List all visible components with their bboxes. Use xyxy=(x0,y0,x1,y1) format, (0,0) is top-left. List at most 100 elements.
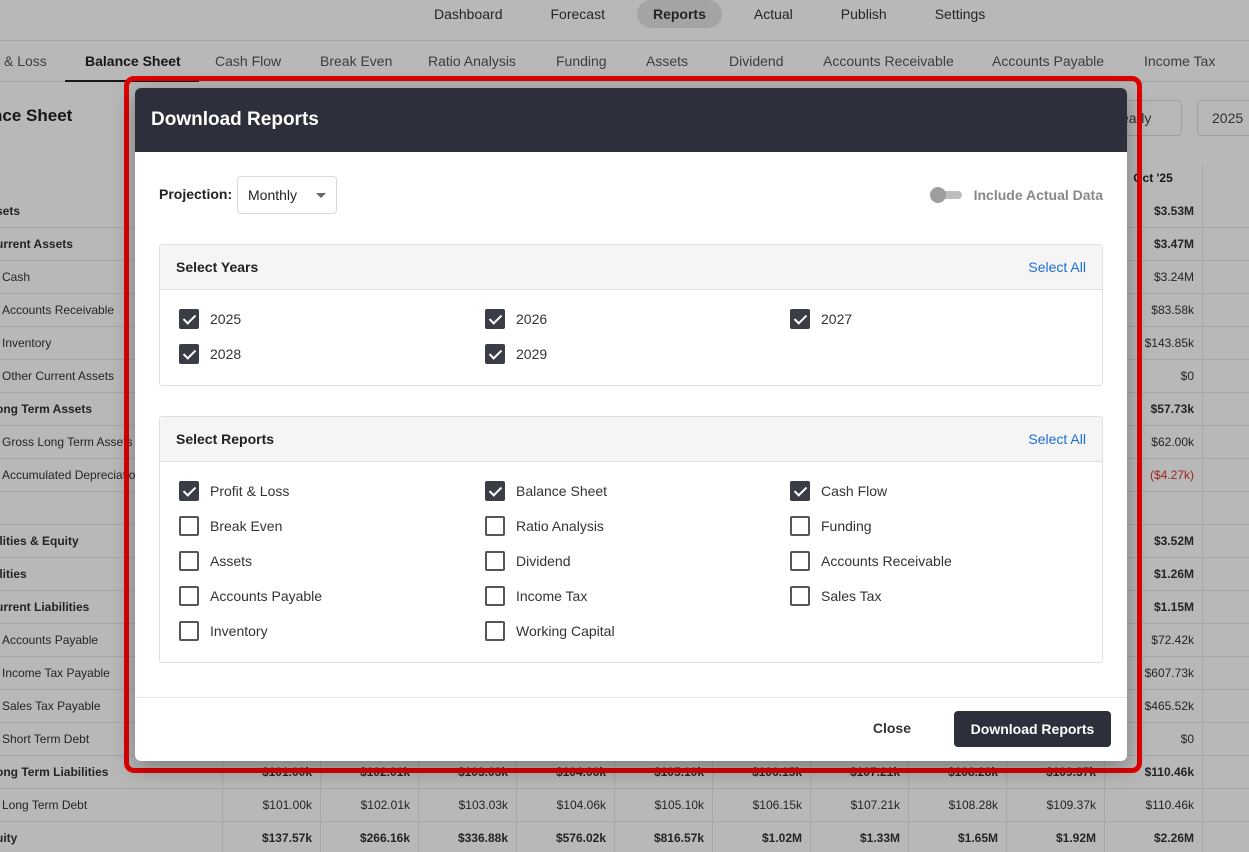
option-assets[interactable]: Assets xyxy=(179,550,252,572)
nav-actual[interactable]: Actual xyxy=(753,6,793,22)
checkbox-unchecked-icon[interactable] xyxy=(790,516,810,536)
include-actual-label: Include Actual Data xyxy=(973,187,1103,203)
cell-value: $104.06k xyxy=(556,798,606,812)
select-all-reports-link[interactable]: Select All xyxy=(1028,431,1086,447)
cell-value: $816.57k xyxy=(653,831,704,845)
close-button[interactable]: Close xyxy=(872,720,911,736)
checkbox-checked-icon[interactable] xyxy=(179,481,199,501)
option-2026[interactable]: 2026 xyxy=(485,308,547,330)
option-label: Accounts Receivable xyxy=(821,553,952,569)
option-2028[interactable]: 2028 xyxy=(179,343,241,365)
option-income-tax[interactable]: Income Tax xyxy=(485,585,587,607)
tab-ratio-analysis[interactable]: Ratio Analysis xyxy=(428,53,516,69)
nav-forecast[interactable]: Forecast xyxy=(550,6,605,22)
row-value: $465.52k xyxy=(1144,699,1194,713)
nav-publish[interactable]: Publish xyxy=(840,6,887,22)
report-tabs: & Loss Balance Sheet Cash Flow Break Even Ra… xyxy=(0,42,1249,82)
checkbox-unchecked-icon[interactable] xyxy=(179,551,199,571)
checkbox-unchecked-icon[interactable] xyxy=(179,621,199,641)
option-break-even[interactable]: Break Even xyxy=(179,515,282,537)
option-label: Cash Flow xyxy=(821,483,888,499)
option-label: 2026 xyxy=(516,311,548,327)
checkbox-unchecked-icon[interactable] xyxy=(790,551,810,571)
projection-row: Projection: Monthly Include Actual Data xyxy=(159,176,1103,214)
checkbox-checked-icon[interactable] xyxy=(485,481,505,501)
checkbox-checked-icon[interactable] xyxy=(485,344,505,364)
cell-value: $108.28k xyxy=(948,798,998,812)
row-label: Accumulated Depreciation xyxy=(2,468,143,482)
checkbox-unchecked-icon[interactable] xyxy=(485,516,505,536)
tab-dividend[interactable]: Dividend xyxy=(729,53,784,69)
option-2029[interactable]: 2029 xyxy=(485,343,547,365)
row-value: $2.26M xyxy=(1153,831,1194,845)
option-cash-flow[interactable]: Cash Flow xyxy=(790,480,887,502)
checkbox-unchecked-icon[interactable] xyxy=(179,586,199,606)
dialog-footer: Close Download Reports xyxy=(135,697,1127,761)
checkbox-checked-icon[interactable] xyxy=(790,481,810,501)
row-label: Income Tax Payable xyxy=(2,666,110,680)
tab-income-tax[interactable]: Income Tax xyxy=(1144,53,1216,69)
checkbox-unchecked-icon[interactable] xyxy=(790,586,810,606)
option-balance-sheet[interactable]: Balance Sheet xyxy=(485,480,607,502)
toggle-track xyxy=(931,191,962,199)
year-select[interactable]: 2025 xyxy=(1197,100,1249,136)
row-label: sets xyxy=(0,204,21,218)
row-value: $83.58k xyxy=(1151,303,1194,317)
cell-value: $336.88k xyxy=(457,831,508,845)
checkbox-checked-icon[interactable] xyxy=(179,344,199,364)
period-select[interactable]: early xyxy=(1116,100,1182,136)
option-label: Accounts Payable xyxy=(210,588,323,604)
row-label: ong Term Liabilities xyxy=(0,765,109,779)
option-funding[interactable]: Funding xyxy=(790,515,872,537)
tab-funding[interactable]: Funding xyxy=(556,53,607,69)
row-value: $3.53M xyxy=(1153,204,1194,218)
projection-select[interactable]: Monthly xyxy=(237,176,337,214)
option-2025[interactable]: 2025 xyxy=(179,308,241,330)
option-label: Funding xyxy=(821,518,872,534)
select-all-years-link[interactable]: Select All xyxy=(1028,259,1086,275)
option-accounts-payable[interactable]: Accounts Payable xyxy=(179,585,322,607)
option-label: 2029 xyxy=(516,346,548,362)
row-label: Other Current Assets xyxy=(2,369,115,383)
checkbox-unchecked-icon[interactable] xyxy=(485,586,505,606)
tab-accounts-receivable[interactable]: Accounts Receivable xyxy=(823,53,954,69)
checkbox-unchecked-icon[interactable] xyxy=(179,516,199,536)
tab-cash-flow[interactable]: Cash Flow xyxy=(215,53,282,69)
option-inventory[interactable]: Inventory xyxy=(179,620,268,642)
row-value: $1.15M xyxy=(1153,600,1194,614)
download-reports-button[interactable]: Download Reports xyxy=(954,711,1111,747)
include-actual-toggle[interactable] xyxy=(929,187,962,203)
projection-value: Monthly xyxy=(248,187,298,203)
row-value: $3.47M xyxy=(1153,237,1194,251)
nav-settings[interactable]: Settings xyxy=(934,6,986,22)
option-dividend[interactable]: Dividend xyxy=(485,550,570,572)
checkbox-unchecked-icon[interactable] xyxy=(485,551,505,571)
option-sales-tax[interactable]: Sales Tax xyxy=(790,585,881,607)
row-label: urrent Liabilities xyxy=(0,600,90,614)
option-ratio-analysis[interactable]: Ratio Analysis xyxy=(485,515,604,537)
row-value: $143.85k xyxy=(1144,336,1194,350)
tab-break-even[interactable]: Break Even xyxy=(320,53,393,69)
nav-reports[interactable]: Reports xyxy=(636,0,722,28)
table-row: uity $2.26M $137.57k $266.16k $336.88k $576.0… xyxy=(0,822,1249,852)
cell-value: $105.10k xyxy=(654,798,704,812)
checkbox-checked-icon[interactable] xyxy=(485,309,505,329)
option-2027[interactable]: 2027 xyxy=(790,308,852,330)
checkbox-checked-icon[interactable] xyxy=(179,309,199,329)
row-label: Long Term Debt xyxy=(2,798,88,812)
tab-accounts-payable[interactable]: Accounts Payable xyxy=(992,53,1105,69)
row-value: $3.52M xyxy=(1153,534,1194,548)
select-years-header: Select Years Select All xyxy=(160,245,1102,290)
option-label: Profit & Loss xyxy=(210,483,290,499)
option-profit-loss[interactable]: Profit & Loss xyxy=(179,480,289,502)
nav-dashboard[interactable]: Dashboard xyxy=(434,6,503,22)
checkbox-checked-icon[interactable] xyxy=(790,309,810,329)
cell-value: $109.37k xyxy=(1046,798,1096,812)
tab-assets[interactable]: Assets xyxy=(646,53,689,69)
option-working-capital[interactable]: Working Capital xyxy=(485,620,615,642)
option-accounts-receivable[interactable]: Accounts Receivable xyxy=(790,550,952,572)
checkbox-unchecked-icon[interactable] xyxy=(485,621,505,641)
cell-value: $107.21k xyxy=(850,798,900,812)
tab-loss[interactable]: & Loss xyxy=(4,53,47,69)
highlight-box xyxy=(124,76,1142,773)
